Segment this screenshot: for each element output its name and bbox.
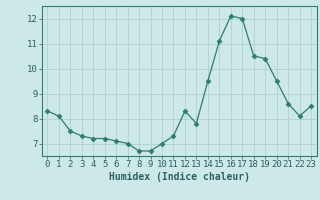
X-axis label: Humidex (Indice chaleur): Humidex (Indice chaleur)	[109, 172, 250, 182]
